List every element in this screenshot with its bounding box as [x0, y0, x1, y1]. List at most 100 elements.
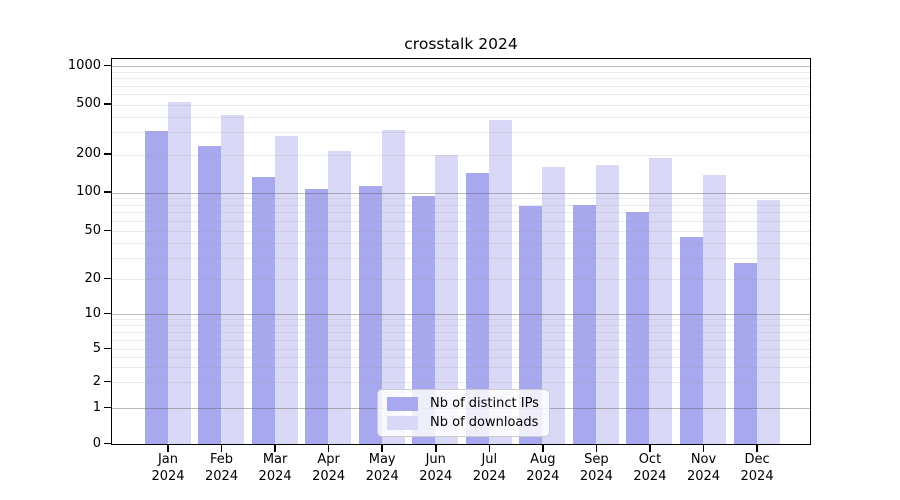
distinct-ips-bar-sep: [572, 204, 596, 444]
y-axis-tick-label: 20: [84, 270, 101, 286]
downloads-bar-apr: [328, 151, 352, 444]
distinct-ips-bar-dec: [733, 263, 757, 444]
x-tick-month: Oct: [638, 452, 662, 467]
y-axis-tick: [104, 153, 111, 155]
y-axis-tick-label: 0: [92, 435, 101, 451]
x-axis-tick-label: Jan 2024: [138, 452, 198, 485]
x-tick-year: 2024: [740, 468, 774, 484]
y-axis-tick-label: 200: [76, 146, 101, 161]
y-axis-tick-label: 10: [84, 305, 101, 321]
x-axis-tick-label: Dec 2024: [727, 452, 787, 485]
x-axis-tick-label: Apr 2024: [299, 452, 359, 485]
x-tick-year: 2024: [472, 468, 506, 484]
legend-item: Nb of distinct IPs: [387, 396, 539, 411]
x-tick-year: 2024: [526, 468, 560, 484]
y-axis-tick: [104, 64, 111, 67]
x-axis-tick: [595, 444, 598, 452]
downloads-bar-aug: [542, 166, 566, 444]
y-axis-tick: [104, 347, 111, 350]
minor-gridline: [112, 85, 810, 87]
y-axis-tick-label: 1000: [67, 57, 101, 73]
downloads-bar-may: [381, 129, 405, 444]
distinct-ips-bar-jan: [144, 130, 168, 444]
minor-gridline: [112, 132, 810, 134]
minor-gridline: [112, 339, 810, 341]
x-axis-tick: [435, 444, 437, 452]
x-tick-year: 2024: [151, 468, 185, 484]
distinct-ips-bar-nov: [680, 236, 703, 444]
minor-gridline: [112, 104, 810, 106]
distinct-ips-bar-jul: [465, 172, 489, 444]
x-axis-tick: [488, 444, 491, 452]
x-tick-year: 2024: [312, 468, 346, 484]
x-axis-tick-label: Mar 2024: [245, 452, 305, 485]
minor-gridline: [112, 231, 810, 232]
x-tick-month: Sep: [584, 452, 609, 467]
downloads-bar-jun: [435, 155, 459, 444]
y-axis-tick-label: 100: [76, 184, 101, 199]
minor-gridline: [112, 204, 810, 206]
distinct-ips-bar-mar: [251, 176, 275, 444]
x-tick-month: Nov: [690, 452, 717, 467]
distinct-ips-bar-may: [358, 186, 382, 444]
minor-gridline: [112, 116, 810, 118]
y-axis-tick: [104, 406, 111, 409]
x-axis-tick: [649, 444, 651, 452]
legend-swatch-downloads: [387, 415, 418, 430]
x-axis-tick-label: Jul 2024: [459, 452, 519, 485]
x-tick-month: Jun: [425, 452, 446, 467]
y-axis-tick-label: 500: [76, 96, 101, 111]
minor-gridline: [112, 242, 810, 244]
minor-gridline: [112, 332, 810, 333]
minor-gridline: [112, 349, 810, 350]
x-tick-year: 2024: [258, 468, 292, 484]
downloads-bar-mar: [274, 136, 298, 444]
major-gridline: [112, 66, 810, 67]
downloads-bar-oct: [649, 158, 673, 444]
x-axis-tick-label: Oct 2024: [620, 452, 680, 485]
downloads-bar-sep: [595, 165, 619, 444]
x-axis-tick: [381, 444, 383, 452]
x-tick-year: 2024: [579, 468, 613, 484]
y-axis-tick-label: 50: [84, 222, 101, 238]
y-axis-tick: [104, 380, 111, 383]
legend-label: Nb of downloads: [430, 415, 539, 430]
x-tick-month: Apr: [317, 452, 340, 467]
minor-gridline: [112, 257, 810, 259]
major-gridline: [112, 192, 810, 194]
x-tick-month: Jan: [157, 452, 179, 467]
minor-gridline: [112, 78, 810, 80]
minor-gridline: [112, 357, 810, 359]
plot-area: Nb of distinct IPs Nb of downloads: [111, 58, 811, 445]
distinct-ips-bar-aug: [519, 206, 543, 444]
x-tick-year: 2024: [205, 468, 239, 484]
y-axis-tick-label: 2: [92, 373, 101, 389]
x-axis-tick-label: Aug 2024: [513, 452, 573, 485]
legend-item: Nb of downloads: [387, 415, 539, 430]
x-tick-month: May: [368, 452, 396, 467]
x-axis-tick: [167, 444, 169, 452]
plot-layer: Nb of distinct IPs Nb of downloads: [112, 59, 810, 444]
legend: Nb of distinct IPs Nb of downloads: [377, 389, 550, 437]
y-axis-tick: [104, 442, 111, 445]
x-axis-tick: [327, 444, 330, 452]
minor-gridline: [112, 220, 810, 222]
x-axis-tick: [756, 444, 758, 452]
minor-gridline: [112, 212, 810, 214]
x-tick-month: Dec: [744, 452, 770, 467]
y-axis-tick-label: 1: [92, 399, 101, 415]
chart-title: crosstalk 2024: [404, 35, 518, 53]
x-axis-tick: [274, 444, 276, 452]
y-axis-tick-label: 5: [92, 340, 101, 356]
minor-gridline: [112, 382, 810, 383]
downloads-bar-feb: [221, 114, 245, 444]
y-axis-tick: [104, 191, 111, 193]
minor-gridline: [112, 319, 810, 321]
distinct-ips-bar-feb: [198, 145, 222, 444]
x-axis-tick-label: Sep 2024: [566, 452, 626, 485]
minor-gridline: [112, 367, 810, 369]
minor-gridline: [112, 279, 810, 280]
x-tick-year: 2024: [633, 468, 667, 484]
distinct-ips-bar-oct: [626, 212, 650, 444]
